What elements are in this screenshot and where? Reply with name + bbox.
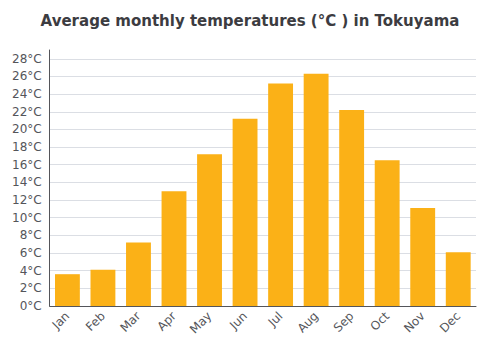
svg-text:Feb: Feb [83, 309, 108, 334]
svg-text:8°C: 8°C [20, 228, 42, 242]
svg-text:26°C: 26°C [12, 69, 42, 83]
svg-text:2°C: 2°C [20, 281, 42, 295]
svg-text:Aug: Aug [295, 309, 321, 335]
svg-text:Dec: Dec [437, 309, 463, 335]
svg-text:Oct: Oct [368, 309, 393, 334]
svg-text:28°C: 28°C [12, 52, 42, 66]
svg-text:Jan: Jan [49, 309, 73, 333]
svg-text:12°C: 12°C [12, 193, 42, 207]
svg-text:6°C: 6°C [20, 246, 42, 260]
svg-text:Jul: Jul [265, 309, 286, 330]
svg-text:Average monthly temperatures (: Average monthly temperatures (°C ) in To… [41, 12, 460, 30]
svg-text:4°C: 4°C [20, 264, 42, 278]
svg-text:20°C: 20°C [12, 122, 42, 136]
svg-text:Mar: Mar [118, 309, 144, 335]
svg-text:Sep: Sep [331, 309, 357, 335]
svg-text:May: May [187, 309, 214, 336]
svg-text:18°C: 18°C [12, 140, 42, 154]
svg-text:22°C: 22°C [12, 105, 42, 119]
svg-text:0°C: 0°C [20, 299, 42, 313]
svg-text:Jun: Jun [226, 309, 250, 333]
svg-text:Apr: Apr [154, 309, 179, 334]
svg-text:10°C: 10°C [12, 211, 42, 225]
svg-text:16°C: 16°C [12, 158, 42, 172]
svg-text:24°C: 24°C [12, 87, 42, 101]
svg-text:Nov: Nov [401, 309, 427, 335]
svg-text:14°C: 14°C [12, 175, 42, 189]
